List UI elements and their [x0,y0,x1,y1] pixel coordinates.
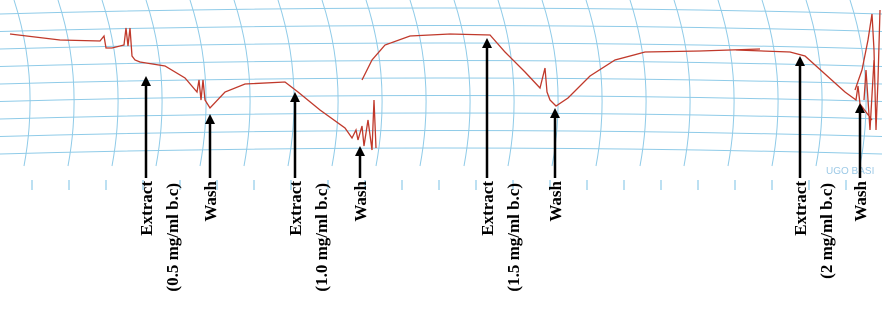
annotation-label: Wash [351,180,370,221]
grid-paper [0,0,882,190]
grid-line [0,8,882,14]
annotation-label: Extract [286,181,305,236]
watermark: UGO BASI [826,166,874,177]
grid-line [586,0,602,166]
grid-line [454,0,470,166]
annotation-dose: (1.0 mg/ml b.c) [312,183,331,292]
annotation-label: Wash [546,180,565,221]
annotation-label: Extract [478,181,497,236]
grid-line [322,0,338,166]
recording: UGO BASI Extract(0.5 mg/ml b.c)WashExtra… [0,0,882,326]
grid-line [0,61,882,67]
grid-line [410,0,426,166]
grid-line [58,0,74,166]
annotation-label: Wash [851,180,870,221]
grid-line [0,43,882,49]
grid-line [762,0,778,166]
annotation-dose: (1.5 mg/ml b.c) [504,183,523,292]
grid-line [630,0,646,166]
annotation-dose: (2 mg/ml b.c) [817,183,836,279]
grid-line [674,0,690,166]
annotation-dose: (0.5 mg/ml b.c) [163,183,182,292]
annotations: Extract (0.5 mg/ml b.c) Wash Extract (1.0 mg… [137,38,870,292]
grid-line [806,0,822,166]
grid-line [0,96,882,102]
grid-line [102,0,118,166]
arrow-head [205,114,215,124]
annotation-label: Extract [791,181,810,236]
grid-line [0,148,882,154]
grid-line [0,113,882,119]
arrow-head [290,92,300,102]
grid-line [498,0,514,166]
grid-line [0,78,882,84]
grid-line [366,0,382,166]
grid-line [234,0,250,166]
arrow-head [355,146,365,156]
arrow-head [795,56,805,66]
grid-line [0,131,882,137]
trace [10,10,880,150]
annotation-label: Extract [137,181,156,236]
annotation-label: Wash [201,180,220,221]
grid-line [718,0,734,166]
grid-line [0,26,882,32]
